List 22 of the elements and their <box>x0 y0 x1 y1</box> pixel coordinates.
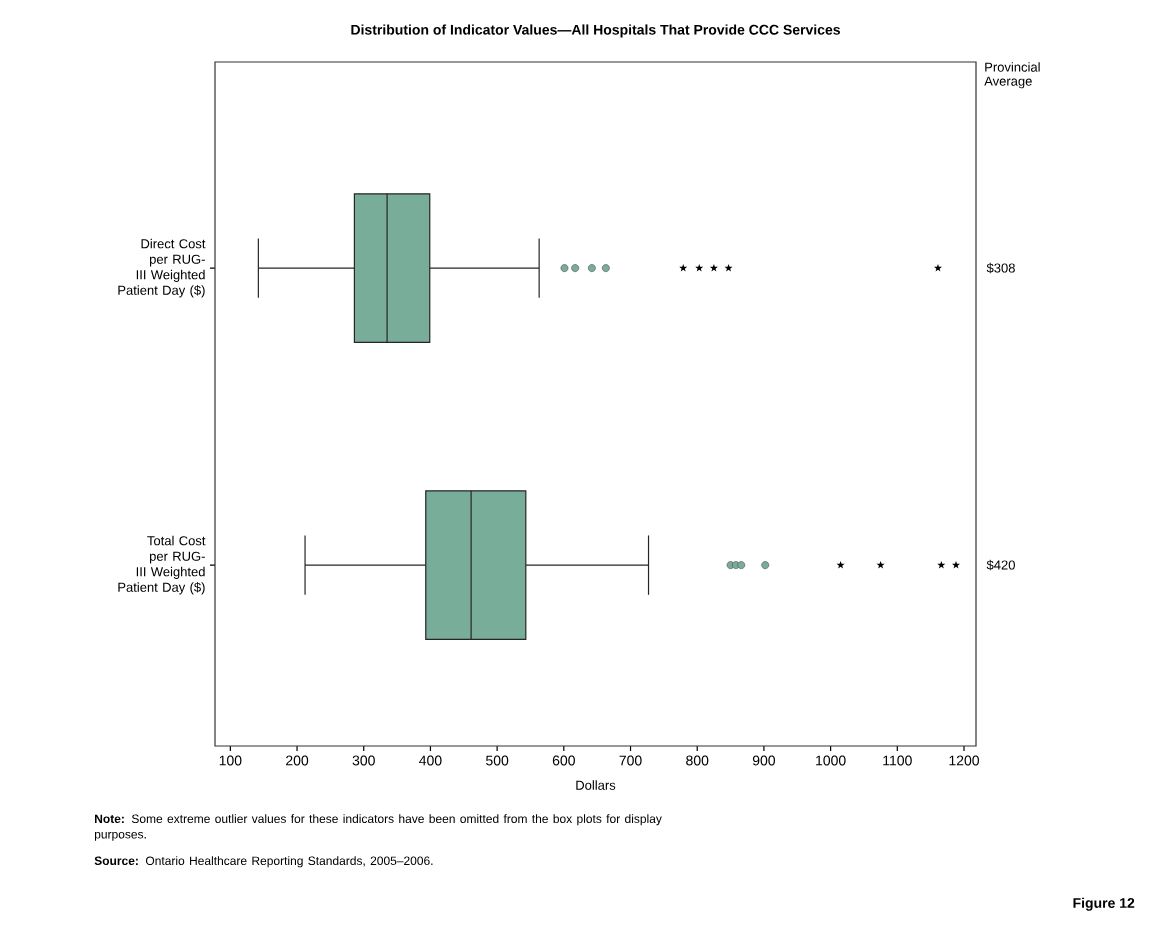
x-tick-label: 100 <box>219 755 242 766</box>
x-tick-label: 900 <box>752 755 776 766</box>
y2-axis-title: Provincial Average <box>984 62 1040 89</box>
x-tick-label: 1200 <box>949 755 980 766</box>
caption: Figure 12 <box>1073 897 1135 911</box>
x-axis-title: Dollars <box>576 780 616 790</box>
text: $420 <box>986 559 1015 571</box>
x-tick-label: 1000 <box>816 755 846 766</box>
y-tick-label: Direct Cost per RUG-III Weighted Patient Day ($) <box>118 238 206 298</box>
x-tick-label: 600 <box>552 755 575 766</box>
text: Source: Ontario Healthcare Reporting Standards, 2005–2006. <box>94 856 433 868</box>
x-tick-label: 1100 <box>883 755 912 766</box>
x-tick-label: 700 <box>619 755 642 766</box>
x-tick-label: 800 <box>686 755 709 766</box>
chart-title: Distribution of Indicator Values—All Hospitals That Provide CCC Services <box>351 24 840 38</box>
text: $308 <box>986 262 1015 274</box>
x-tick-label: 300 <box>352 755 375 766</box>
x-tick-label: 400 <box>419 755 442 766</box>
x-tick-label: 500 <box>486 755 509 766</box>
y-tick-label: Total Cost per RUG-III Weighted Patient Day ($) <box>118 535 206 595</box>
x-tick-label: 200 <box>286 755 309 766</box>
text: Note: Some extreme outlier values for these indicators have been omitted from the box plots for display purposes. <box>94 814 662 841</box>
